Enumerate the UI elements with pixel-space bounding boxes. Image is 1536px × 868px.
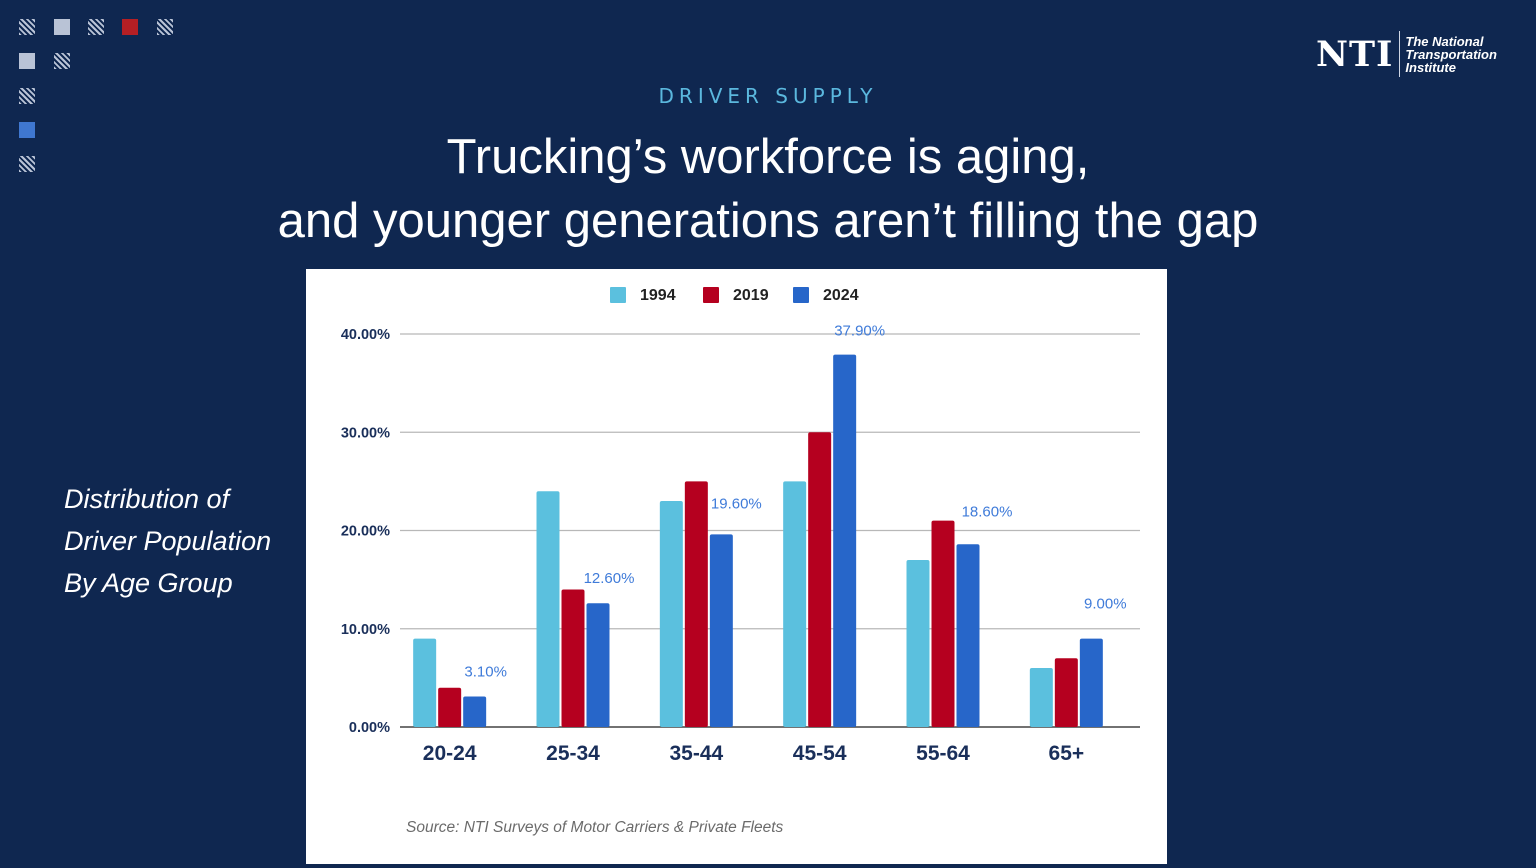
- logo-line-2: Transportation: [1405, 46, 1497, 62]
- grey-square-icon: [19, 53, 35, 69]
- data-label-65+: 9.00%: [1084, 596, 1127, 613]
- logo-line-3: Institute: [1405, 59, 1456, 75]
- legend-label-2024: 2024: [823, 287, 859, 304]
- chart-card: 1994 2019 2024 0.00% 10.00% 20.00% 30.00% 40.0…: [306, 269, 1167, 864]
- legend-swatch-2024: [793, 287, 809, 303]
- bar-2019-25-34: [561, 589, 585, 727]
- bar-1994-25-34: [536, 491, 560, 727]
- hatched-square-icon: [157, 19, 173, 35]
- bar-2024-35-44: [709, 534, 733, 727]
- nti-logo: NTI The National Transportation Institut…: [1316, 30, 1497, 78]
- chart-source: Source: NTI Surveys of Motor Carriers & …: [406, 819, 784, 836]
- hatched-square-icon: [19, 19, 35, 35]
- x-axis: 20-24 25-34 35-44 45-54 55-64 65+: [423, 742, 1084, 765]
- red-square-icon: [122, 19, 138, 35]
- x-tick-label: 25-34: [546, 742, 600, 765]
- bar-1994-55-64: [906, 559, 930, 727]
- description-line-2: Driver Population: [64, 526, 272, 556]
- legend-label-1994: 1994: [640, 287, 676, 304]
- bar-2024-20-24: [463, 696, 487, 727]
- bar-1994-45-54: [783, 481, 807, 727]
- logo-mark: NTI: [1316, 33, 1394, 75]
- y-axis: 0.00% 10.00% 20.00% 30.00% 40.00%: [341, 327, 390, 736]
- bar-2024-45-54: [833, 354, 857, 727]
- description-line-3: By Age Group: [64, 568, 233, 598]
- bars: [413, 354, 1103, 727]
- y-tick-label: 10.00%: [341, 622, 390, 638]
- x-tick-label: 20-24: [423, 742, 477, 765]
- x-tick-label: 55-64: [916, 742, 970, 765]
- bar-2019-65+: [1054, 658, 1078, 727]
- section-kicker: DRIVER SUPPLY: [658, 84, 878, 108]
- gridlines: [400, 333, 1140, 728]
- data-labels: 3.10% 12.60% 19.60% 37.90% 18.60% 9.00%: [464, 323, 1126, 681]
- logo-wordmark: The National Transportation Institute: [1405, 35, 1497, 74]
- bar-1994-35-44: [659, 501, 683, 727]
- hatched-square-icon: [54, 53, 70, 69]
- data-label-25-34: 12.60%: [584, 570, 635, 587]
- logo-divider: [1399, 31, 1401, 77]
- bar-2024-65+: [1079, 638, 1103, 727]
- legend-label-2019: 2019: [733, 287, 769, 304]
- bar-2024-25-34: [586, 603, 610, 727]
- bar-2024-55-64: [956, 544, 980, 727]
- data-label-55-64: 18.60%: [962, 503, 1013, 520]
- x-tick-label: 65+: [1049, 742, 1085, 765]
- hatched-square-icon: [88, 19, 104, 35]
- blue-square-icon: [19, 122, 35, 138]
- y-tick-label: 20.00%: [341, 524, 390, 540]
- bar-2019-45-54: [808, 432, 832, 727]
- page-title: Trucking’s workforce is aging, and young…: [0, 125, 1536, 253]
- title-line-2: and younger generations aren’t filling t…: [277, 194, 1259, 248]
- legend-swatch-2019: [703, 287, 719, 303]
- bar-2019-20-24: [438, 687, 462, 727]
- hatched-square-icon: [19, 156, 35, 172]
- chart-legend: 1994 2019 2024: [610, 287, 859, 304]
- y-tick-label: 0.00%: [349, 720, 390, 736]
- bar-1994-65+: [1029, 668, 1053, 727]
- grey-square-icon: [54, 19, 70, 35]
- x-tick-label: 35-44: [669, 742, 723, 765]
- data-label-20-24: 3.10%: [464, 664, 507, 681]
- data-label-35-44: 19.60%: [711, 495, 762, 512]
- data-label-45-54: 37.90%: [834, 323, 885, 340]
- hatched-square-icon: [19, 88, 35, 104]
- bar-1994-20-24: [413, 638, 437, 727]
- y-tick-label: 40.00%: [341, 327, 390, 343]
- bar-2019-55-64: [931, 520, 955, 727]
- bar-chart: 1994 2019 2024 0.00% 10.00% 20.00% 30.00% 40.0…: [341, 287, 1140, 836]
- legend-swatch-1994: [610, 287, 626, 303]
- chart-description: Distribution of Driver Population By Age…: [64, 478, 271, 604]
- x-tick-label: 45-54: [793, 742, 847, 765]
- y-tick-label: 30.00%: [341, 425, 390, 441]
- title-line-1: Trucking’s workforce is aging,: [446, 130, 1090, 184]
- logo-line-1: The National: [1405, 33, 1484, 49]
- bar-2019-35-44: [684, 481, 708, 727]
- description-line-1: Distribution of: [64, 484, 230, 514]
